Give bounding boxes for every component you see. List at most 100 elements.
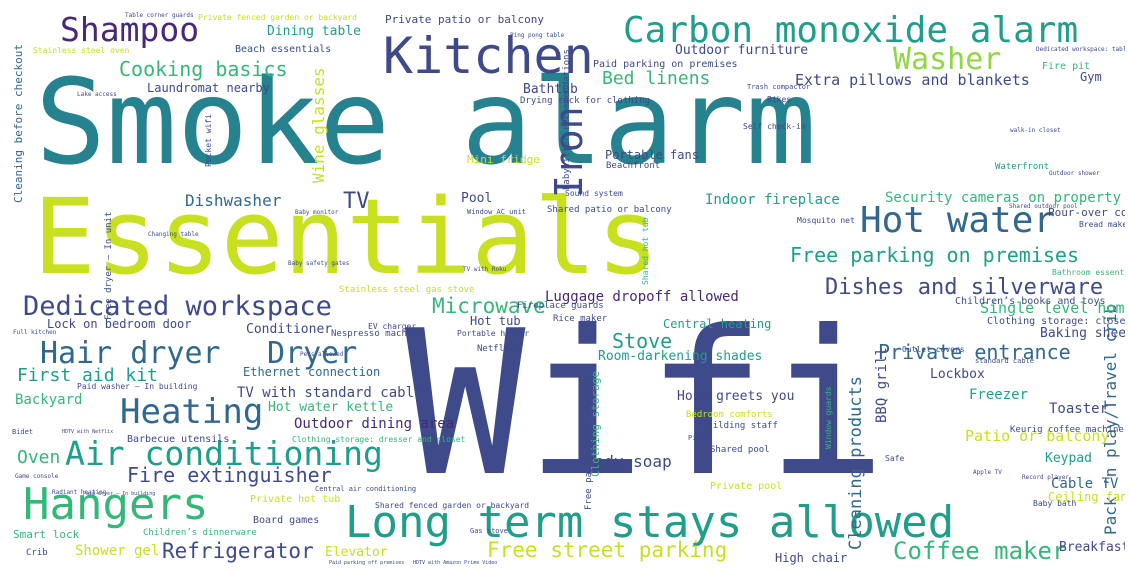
- word-central-air: Central air conditioning: [315, 485, 417, 493]
- word-crib: Crib: [26, 548, 48, 558]
- word-ethernet: Ethernet connection: [243, 365, 381, 379]
- word-drying-rack: Drying rack for clothing: [520, 96, 651, 106]
- word-cooking-basics: Cooking basics: [119, 57, 288, 81]
- word-keypad: Keypad: [1045, 451, 1092, 466]
- word-baby-bath: Baby bath: [1033, 499, 1077, 508]
- word-baking-sheet: Baking sheet: [1040, 326, 1125, 341]
- word-private-patio: Private patio or balcony: [385, 13, 544, 26]
- word-essentials: Essentials: [33, 176, 660, 298]
- word-hot-water-kettle: Hot water kettle: [268, 400, 394, 415]
- word-apple-tv: Apple TV: [973, 469, 1002, 476]
- word-mosquito-net: Mosquito net: [797, 216, 855, 225]
- word-window-guards: Window guards: [824, 386, 833, 449]
- word-shower-gel: Shower gel: [75, 543, 160, 559]
- word-cable-tv: Cable TV: [1051, 476, 1119, 492]
- word-shared-hot-tub: Shared hot tub: [641, 217, 650, 285]
- word-pets-allowed: Pets allowed: [300, 351, 344, 358]
- word-waterfront: Waterfront: [995, 162, 1050, 172]
- word-ping-pong: Ping pong table: [510, 32, 565, 39]
- word-free-street-parking: Free street parking: [487, 538, 728, 562]
- word-self-check-in: Self check-in: [743, 122, 806, 131]
- word-outdoor-dining: Outdoor dining area: [294, 416, 455, 432]
- word-private-hot-tub: Private hot tub: [250, 494, 341, 505]
- word-carbon-monoxide-alarm: Carbon monoxide alarm: [623, 10, 1079, 51]
- word-shared-pool: Shared pool: [710, 445, 770, 455]
- word-bread-maker: Bread maker: [1079, 220, 1125, 229]
- word-shared-outdoor-pool: Shared outdoor pool: [1009, 203, 1078, 210]
- word-keurig: Keurig coffee machine: [1010, 425, 1124, 435]
- word-washer: Washer: [893, 42, 1002, 77]
- word-tv: TV: [343, 189, 370, 214]
- word-board-games: Board games: [253, 515, 320, 526]
- word-free-parking: Free parking on premises: [790, 243, 1079, 267]
- word-shared-fenced-garden: Shared fenced garden or backyard: [375, 501, 530, 510]
- word-backyard: Backyard: [15, 392, 83, 408]
- word-dishes: Dishes and silverware: [825, 275, 1104, 300]
- word-changing-table: Changing table: [148, 231, 199, 238]
- word-breakfast: Breakfast: [1059, 540, 1125, 555]
- word-toaster: Toaster: [1049, 401, 1109, 417]
- word-patio-balcony: Patio or balcony: [965, 427, 1110, 445]
- word-high-chair: High chair: [775, 551, 848, 565]
- word-barbecue-utensils: Barbecue utensils: [127, 434, 230, 445]
- word-oven: Oven: [17, 447, 61, 468]
- word-hdtv-amazon: HDTV with Amazon Prime Video: [413, 560, 498, 566]
- word-childrens-dinnerware: Children’s dinnerware: [143, 528, 257, 538]
- word-window-ac: Window AC unit: [467, 208, 527, 216]
- word-dedicated-workspace: Dedicated workspace: [23, 291, 332, 322]
- word-dining-table: Dining table: [267, 24, 361, 39]
- word-outdoor-furniture: Outdoor furniture: [675, 43, 809, 58]
- word-stainless-oven: Stainless steel oven: [33, 46, 130, 55]
- word-host-greets: Host greets you: [677, 389, 795, 404]
- word-central-heating: Central heating: [663, 317, 772, 331]
- word-safe: Safe: [885, 454, 905, 463]
- word-tv-with-roku: TV with Roku: [463, 266, 507, 273]
- word-free-dryer-unit: Free dryer – In unit: [104, 211, 114, 320]
- word-building-staff: Building staff: [702, 421, 778, 431]
- word-fireplace-guards: Fireplace guards: [517, 301, 604, 311]
- word-paid-parking-premises: Paid parking on premises: [593, 59, 738, 70]
- word-portable-fans: Portable fans: [605, 148, 699, 162]
- word-rice-maker: Rice maker: [553, 314, 608, 324]
- word-lockbox: Lockbox: [930, 367, 985, 382]
- word-elevator: Elevator: [325, 545, 388, 560]
- word-fire-extinguisher: Fire extinguisher: [127, 463, 332, 487]
- word-kitchen: Kitchen: [383, 27, 594, 85]
- word-smart-lock: Smart lock: [13, 528, 80, 541]
- word-lake-access: Lake access: [77, 91, 117, 98]
- word-netflix: Netflix: [477, 344, 515, 354]
- word-pour-over-coffee: Pour-over coffee: [1048, 206, 1125, 219]
- word-mini-fridge: Mini fridge: [467, 153, 540, 166]
- word-conditioner: Conditioner: [246, 322, 333, 337]
- word-long-term-stays: Long term stays allowed: [345, 497, 955, 548]
- word-record-player: Record player: [1022, 474, 1069, 481]
- word-stainless-gas-stove: Stainless steel gas stove: [339, 285, 475, 295]
- word-paid-washer: Paid washer – In building: [77, 382, 198, 391]
- word-cloud: Wifi Smoke alarm Essentials Kitchen Carbon m…: [5, 5, 1125, 565]
- word-paid-parking-off: Paid parking off premises: [329, 560, 405, 566]
- word-bidet: Bidet: [12, 428, 34, 436]
- word-freezer: Freezer: [969, 387, 1029, 403]
- word-bikes: Bikes: [767, 95, 792, 104]
- word-single-level-home: Single level home: [980, 299, 1125, 317]
- word-bathtub: Bathtub: [523, 82, 578, 97]
- word-indoor-fireplace: Indoor fireplace: [705, 192, 840, 208]
- word-bbq-grill: BBQ grill: [874, 347, 890, 423]
- word-game-console: Game console: [15, 473, 59, 480]
- word-piano: Piano: [688, 434, 710, 442]
- word-portable-heater: Portable heater: [457, 329, 530, 338]
- word-beachfront: Beachfront: [606, 161, 661, 171]
- word-private-pool: Private pool: [710, 481, 783, 492]
- word-hdtv-netflix: HDTV with Netflix: [62, 429, 114, 435]
- word-beach-essentials: Beach essentials: [235, 44, 332, 55]
- word-shampoo: Shampoo: [60, 10, 200, 49]
- word-radiant-heating: Radiant heating: [52, 489, 107, 496]
- word-body-soap: Body soap: [585, 452, 672, 471]
- word-free-parking-off: Free parking off premises: [584, 374, 594, 510]
- word-shared-patio: Shared patio or balcony: [547, 205, 672, 215]
- word-tv-standard-cable: TV with standard cable: [237, 385, 423, 401]
- word-sound-system: Sound system: [565, 189, 623, 198]
- word-nespresso: Nespresso machine: [331, 329, 424, 339]
- word-clothing-dresser-closet: Clothing storage: dresser and closet: [292, 435, 466, 444]
- word-outlet-covers: Outlet covers: [902, 345, 965, 354]
